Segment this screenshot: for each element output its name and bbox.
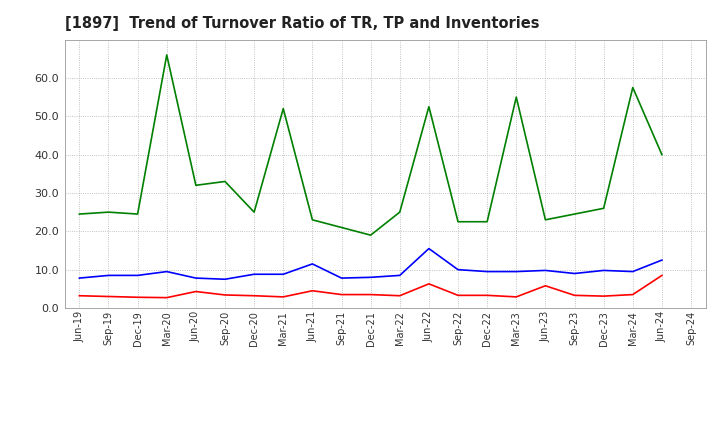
Trade Payables [308, 261, 317, 267]
Trade Receivables [75, 293, 84, 298]
Inventories [629, 85, 637, 90]
Line: Inventories: Inventories [79, 55, 662, 235]
Trade Payables [483, 269, 492, 274]
Inventories [220, 179, 229, 184]
Inventories [541, 217, 550, 223]
Trade Payables [425, 246, 433, 251]
Trade Receivables [541, 283, 550, 288]
Inventories [337, 225, 346, 230]
Inventories [512, 95, 521, 100]
Trade Receivables [425, 281, 433, 286]
Inventories [395, 209, 404, 215]
Inventories [133, 211, 142, 216]
Trade Receivables [395, 293, 404, 298]
Inventories [366, 232, 375, 238]
Inventories [75, 211, 84, 216]
Trade Payables [279, 271, 287, 277]
Trade Payables [570, 271, 579, 276]
Trade Payables [366, 275, 375, 280]
Trade Receivables [366, 292, 375, 297]
Trade Receivables [337, 292, 346, 297]
Trade Receivables [133, 295, 142, 300]
Inventories [192, 183, 200, 188]
Trade Receivables [192, 289, 200, 294]
Trade Receivables [512, 294, 521, 300]
Trade Receivables [308, 288, 317, 293]
Inventories [279, 106, 287, 111]
Trade Payables [250, 271, 258, 277]
Trade Payables [133, 273, 142, 278]
Trade Payables [395, 273, 404, 278]
Inventories [483, 219, 492, 224]
Trade Receivables [163, 295, 171, 300]
Trade Payables [104, 273, 113, 278]
Inventories [599, 205, 608, 211]
Trade Payables [454, 267, 462, 272]
Trade Receivables [629, 292, 637, 297]
Trade Receivables [279, 294, 287, 300]
Trade Payables [192, 275, 200, 281]
Trade Payables [163, 269, 171, 274]
Line: Trade Payables: Trade Payables [79, 249, 662, 279]
Trade Payables [75, 275, 84, 281]
Inventories [104, 209, 113, 215]
Trade Payables [512, 269, 521, 274]
Trade Payables [337, 275, 346, 281]
Trade Payables [657, 257, 666, 263]
Trade Receivables [599, 293, 608, 299]
Text: [1897]  Trend of Turnover Ratio of TR, TP and Inventories: [1897] Trend of Turnover Ratio of TR, TP… [65, 16, 539, 32]
Inventories [570, 211, 579, 216]
Trade Receivables [454, 293, 462, 298]
Trade Receivables [220, 292, 229, 297]
Trade Payables [599, 268, 608, 273]
Trade Receivables [570, 293, 579, 298]
Trade Payables [220, 277, 229, 282]
Inventories [425, 104, 433, 109]
Inventories [163, 52, 171, 58]
Line: Trade Receivables: Trade Receivables [79, 275, 662, 297]
Trade Receivables [250, 293, 258, 298]
Inventories [657, 152, 666, 157]
Inventories [250, 209, 258, 215]
Trade Payables [629, 269, 637, 274]
Trade Receivables [104, 294, 113, 299]
Trade Receivables [657, 273, 666, 278]
Inventories [454, 219, 462, 224]
Trade Payables [541, 268, 550, 273]
Inventories [308, 217, 317, 223]
Trade Receivables [483, 293, 492, 298]
